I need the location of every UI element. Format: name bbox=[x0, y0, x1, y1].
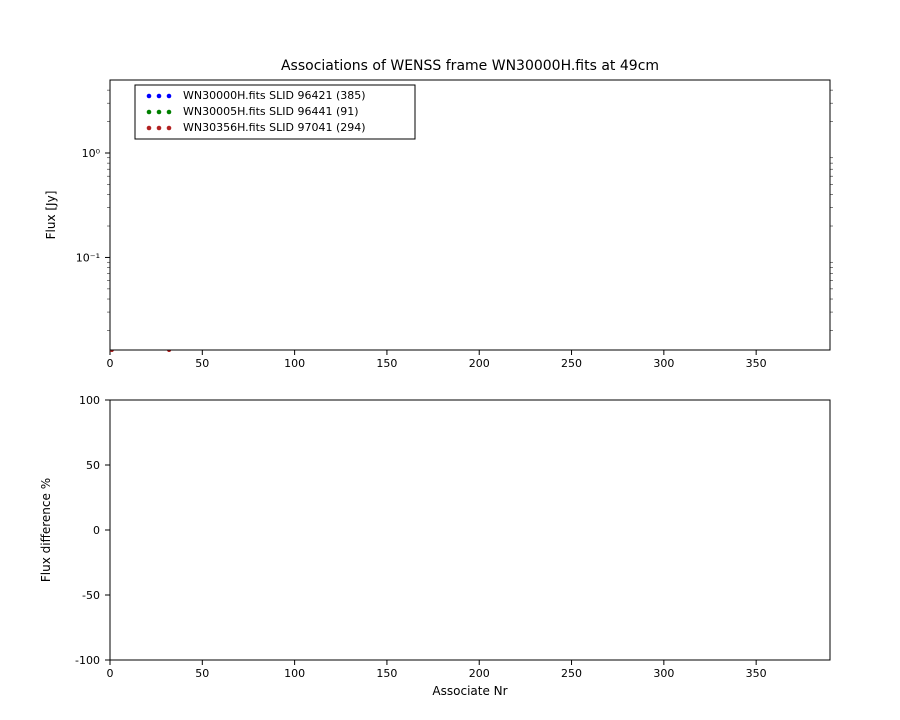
svg-text:WN30005H.fits SLID 96441 (91): WN30005H.fits SLID 96441 (91) bbox=[183, 105, 359, 118]
svg-text:50: 50 bbox=[195, 357, 209, 370]
svg-text:150: 150 bbox=[376, 357, 397, 370]
svg-text:50: 50 bbox=[195, 667, 209, 680]
chart-svg: Associations of WENSS frame WN30000H.fit… bbox=[0, 0, 900, 720]
svg-text:300: 300 bbox=[653, 667, 674, 680]
chart-title: Associations of WENSS frame WN30000H.fit… bbox=[281, 58, 659, 74]
svg-text:100: 100 bbox=[284, 667, 305, 680]
bottom-ylabel: Flux difference % bbox=[39, 478, 53, 582]
svg-text:200: 200 bbox=[469, 357, 490, 370]
svg-text:50: 50 bbox=[86, 459, 100, 472]
legend: WN30000H.fits SLID 96421 (385) WN30005H.f… bbox=[135, 85, 415, 139]
svg-text:250: 250 bbox=[561, 667, 582, 680]
svg-text:300: 300 bbox=[653, 357, 674, 370]
svg-text:100: 100 bbox=[79, 394, 100, 407]
svg-text:250: 250 bbox=[561, 357, 582, 370]
svg-text:0: 0 bbox=[93, 524, 100, 537]
bottom-xlabel: Associate Nr bbox=[432, 684, 507, 698]
svg-text:10⁻¹: 10⁻¹ bbox=[76, 251, 100, 264]
bottom-panel-frame bbox=[110, 400, 830, 660]
svg-text:200: 200 bbox=[469, 667, 490, 680]
top-xticks: 0 50 100 150 200 250 300 350 bbox=[107, 350, 767, 370]
svg-text:-50: -50 bbox=[82, 589, 100, 602]
svg-text:350: 350 bbox=[746, 667, 767, 680]
svg-text:WN30000H.fits SLID 96421 (385): WN30000H.fits SLID 96421 (385) bbox=[183, 89, 366, 102]
figure: Associations of WENSS frame WN30000H.fit… bbox=[0, 0, 900, 720]
svg-text:10⁰: 10⁰ bbox=[82, 147, 101, 160]
bottom-panel: -100 -50 0 50 100 0 50 100 150 200 250 300 350 Flux… bbox=[39, 394, 830, 698]
bottom-yticks: -100 -50 0 50 100 bbox=[75, 394, 110, 667]
svg-text:150: 150 bbox=[376, 667, 397, 680]
svg-text:0: 0 bbox=[107, 667, 114, 680]
svg-text:350: 350 bbox=[746, 357, 767, 370]
top-ylabel: Flux [Jy] bbox=[44, 191, 58, 240]
bottom-xticks: 0 50 100 150 200 250 300 350 bbox=[107, 660, 767, 680]
svg-text:-100: -100 bbox=[75, 654, 100, 667]
svg-text:100: 100 bbox=[284, 357, 305, 370]
svg-text:0: 0 bbox=[107, 357, 114, 370]
svg-text:WN30356H.fits SLID 97041 (294): WN30356H.fits SLID 97041 (294) bbox=[183, 121, 366, 134]
